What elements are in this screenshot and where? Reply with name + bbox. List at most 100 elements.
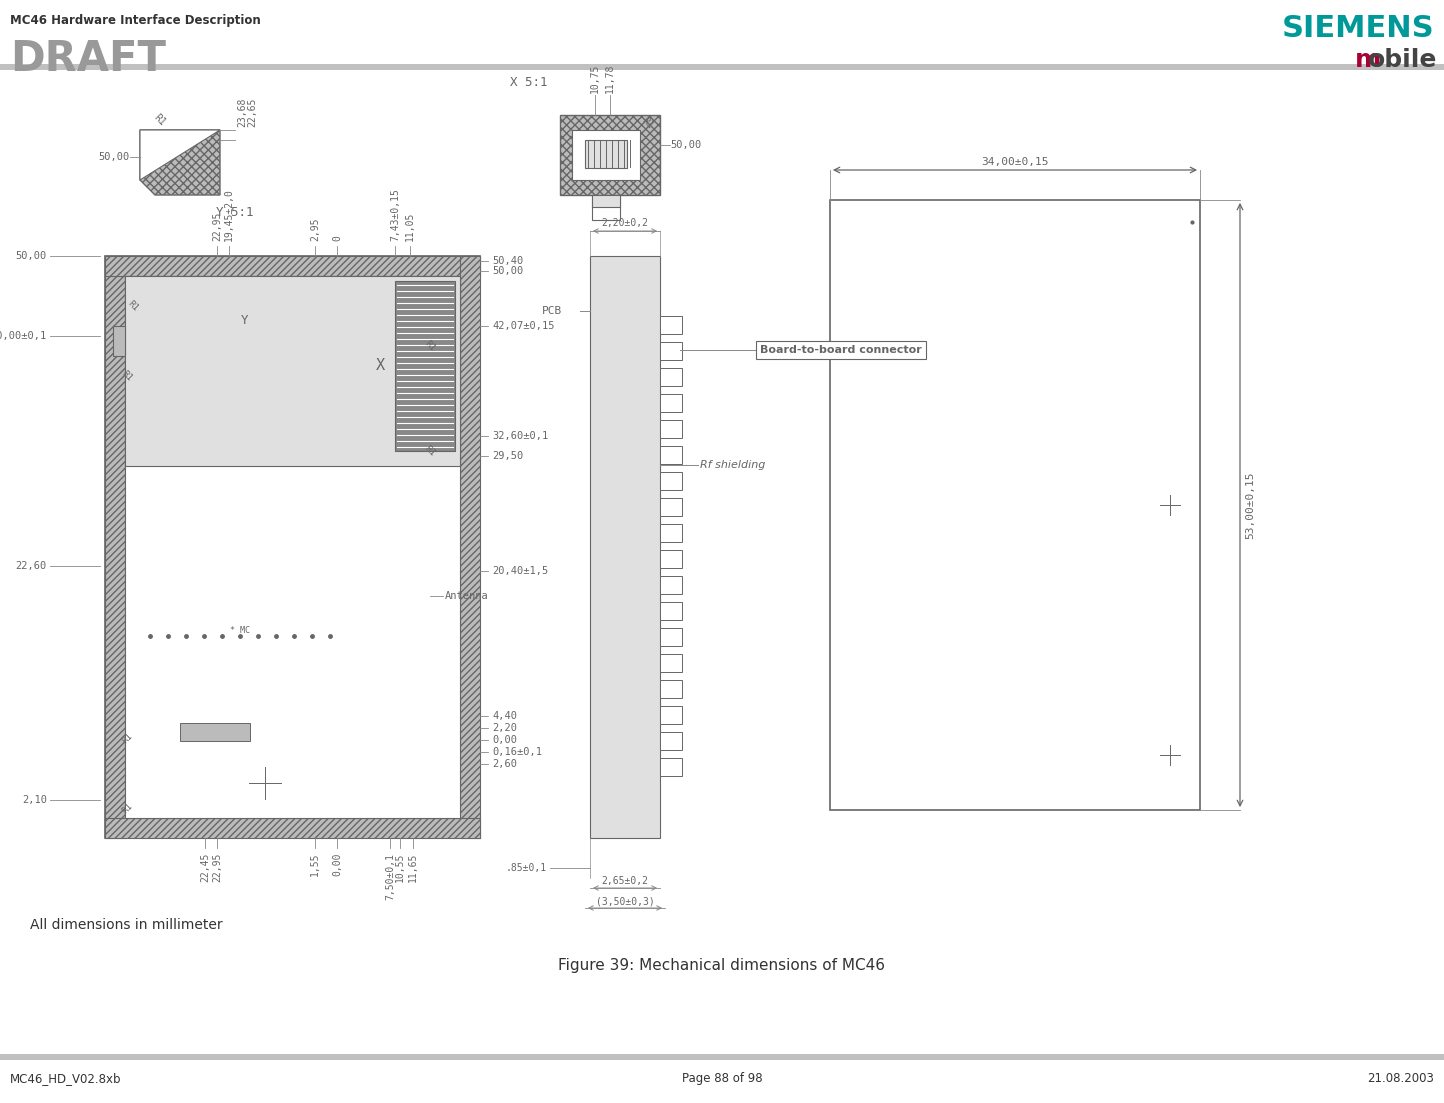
Circle shape [666,320,676,330]
Bar [560,115,660,195]
Bar [660,342,682,360]
Circle shape [666,372,676,382]
Text: .85±0,1: .85±0,1 [505,863,547,872]
Text: 42,07±0,15: 42,07±0,15 [492,321,554,331]
Text: R1: R1 [120,370,134,383]
Text: R1: R1 [423,445,438,458]
Bar [0,64,1444,69]
Circle shape [666,736,676,746]
Bar [126,276,461,818]
Circle shape [322,499,339,517]
Text: 40,00±0,1: 40,00±0,1 [0,331,48,341]
Bar [660,576,682,595]
Text: 0,16±0,1: 0,16±0,1 [492,747,542,757]
Bar [126,276,461,818]
Bar [105,256,479,276]
Bar [126,276,461,465]
Text: 22,65: 22,65 [247,98,257,127]
Text: Rf shielding: Rf shielding [700,460,765,470]
Bar [660,420,682,438]
Text: 50,40: 50,40 [492,256,523,266]
Circle shape [198,762,219,784]
Bar [572,130,640,180]
Bar [113,326,126,356]
Text: R1: R1 [120,801,134,815]
Bar [660,706,682,724]
Circle shape [162,502,180,520]
Bar [591,256,660,838]
Text: Y: Y [241,314,248,328]
Circle shape [253,771,277,795]
Text: 4,40: 4,40 [492,711,517,721]
Circle shape [666,398,676,408]
Circle shape [136,528,155,546]
Circle shape [666,424,676,433]
Polygon shape [140,130,219,195]
Text: 34,00±0,15: 34,00±0,15 [982,157,1048,167]
Circle shape [166,762,188,784]
Circle shape [188,502,206,520]
Text: 0: 0 [332,235,342,240]
Circle shape [162,554,180,572]
Text: All dimensions in millimeter: All dimensions in millimeter [30,918,222,932]
Bar [660,654,682,672]
Circle shape [136,606,155,624]
Text: (3,50±0,3): (3,50±0,3) [595,896,654,906]
Circle shape [240,554,258,572]
Circle shape [240,606,258,624]
Bar [660,602,682,620]
Bar [660,628,682,646]
Text: MC46 Hardware Interface Description: MC46 Hardware Interface Description [10,14,261,26]
Circle shape [240,580,258,598]
Circle shape [188,580,206,598]
Text: 11,65: 11,65 [409,853,417,882]
Bar [461,256,479,838]
Circle shape [214,606,232,624]
Text: PCB: PCB [542,306,562,315]
Text: X 5:1: X 5:1 [510,76,547,89]
Circle shape [240,502,258,520]
Text: 10,75: 10,75 [591,64,601,93]
Circle shape [300,499,318,517]
Bar [660,524,682,542]
Text: DRAFT: DRAFT [10,38,166,81]
Bar [660,446,682,464]
Circle shape [214,580,232,598]
Text: Figure 39: Mechanical dimensions of MC46: Figure 39: Mechanical dimensions of MC46 [559,959,885,973]
Circle shape [162,528,180,546]
Text: 2,60: 2,60 [492,759,517,769]
Text: SIEMENS: SIEMENS [1281,14,1434,43]
Circle shape [666,476,676,486]
Text: 29,50: 29,50 [492,451,523,461]
Circle shape [261,762,284,784]
Circle shape [666,580,676,590]
Circle shape [214,502,232,520]
Text: 7,43±0,15: 7,43±0,15 [390,189,400,240]
Circle shape [134,762,156,784]
Bar [105,256,479,838]
Text: 2,20±0,2: 2,20±0,2 [602,218,648,228]
Circle shape [261,779,269,788]
Text: 11,05: 11,05 [404,212,414,240]
Circle shape [300,521,318,539]
Bar [660,497,682,516]
Circle shape [344,499,362,517]
Text: X: X [375,358,384,374]
Text: 11,78: 11,78 [605,64,615,93]
Text: 0,00: 0,00 [492,735,517,745]
Text: R1: R1 [152,113,168,128]
Bar [830,200,1200,810]
Circle shape [214,528,232,546]
Circle shape [666,684,676,694]
Bar [660,472,682,490]
Text: R1: R1 [640,116,656,130]
Text: 0,00: 0,00 [332,853,342,877]
Circle shape [322,521,339,539]
Text: 22,95: 22,95 [212,212,222,240]
Bar [396,281,455,451]
Text: 22,60: 22,60 [16,561,48,571]
Text: 50,00: 50,00 [670,140,702,150]
Circle shape [344,476,362,495]
Circle shape [344,521,362,539]
Text: 53,00±0,15: 53,00±0,15 [1245,471,1255,538]
